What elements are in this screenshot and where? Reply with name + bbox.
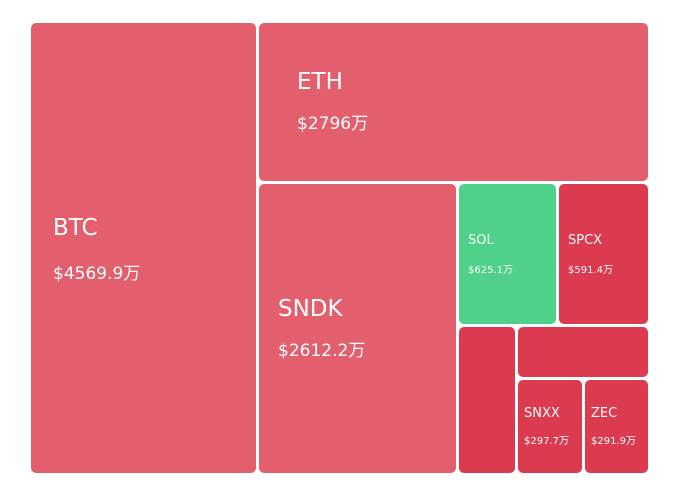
tile-value: $591.4万 — [568, 265, 613, 276]
treemap-tile-eth[interactable]: ETH $2796万 — [259, 23, 648, 181]
tile-symbol: ETH — [297, 69, 343, 95]
treemap-tile-unlabeled-b[interactable] — [518, 327, 648, 377]
tile-value: $291.9万 — [591, 436, 636, 447]
tile-symbol: ZEC — [591, 406, 618, 421]
treemap-tile-unlabeled-a[interactable] — [459, 327, 515, 473]
treemap-tile-snxx[interactable]: SNXX $297.7万 — [518, 380, 582, 473]
tile-value: $2612.2万 — [278, 341, 366, 361]
treemap-tile-sol[interactable]: SOL $625.1万 — [459, 184, 556, 324]
tile-symbol: BTC — [53, 215, 98, 241]
treemap-tile-spcx[interactable]: SPCX $591.4万 — [559, 184, 648, 324]
tile-symbol: SNXX — [524, 406, 560, 421]
tile-symbol: SNDK — [278, 296, 343, 322]
treemap-tile-sndk[interactable]: SNDK $2612.2万 — [259, 184, 456, 473]
tile-value: $2796万 — [297, 114, 369, 134]
tile-value: $4569.9万 — [53, 264, 141, 284]
tile-symbol: SOL — [468, 233, 494, 248]
treemap-tile-zec[interactable]: ZEC $291.9万 — [585, 380, 648, 473]
tile-symbol: SPCX — [568, 233, 603, 248]
treemap-tile-btc[interactable]: BTC $4569.9万 — [31, 23, 256, 473]
tile-value: $297.7万 — [524, 436, 569, 447]
tile-value: $625.1万 — [468, 265, 513, 276]
